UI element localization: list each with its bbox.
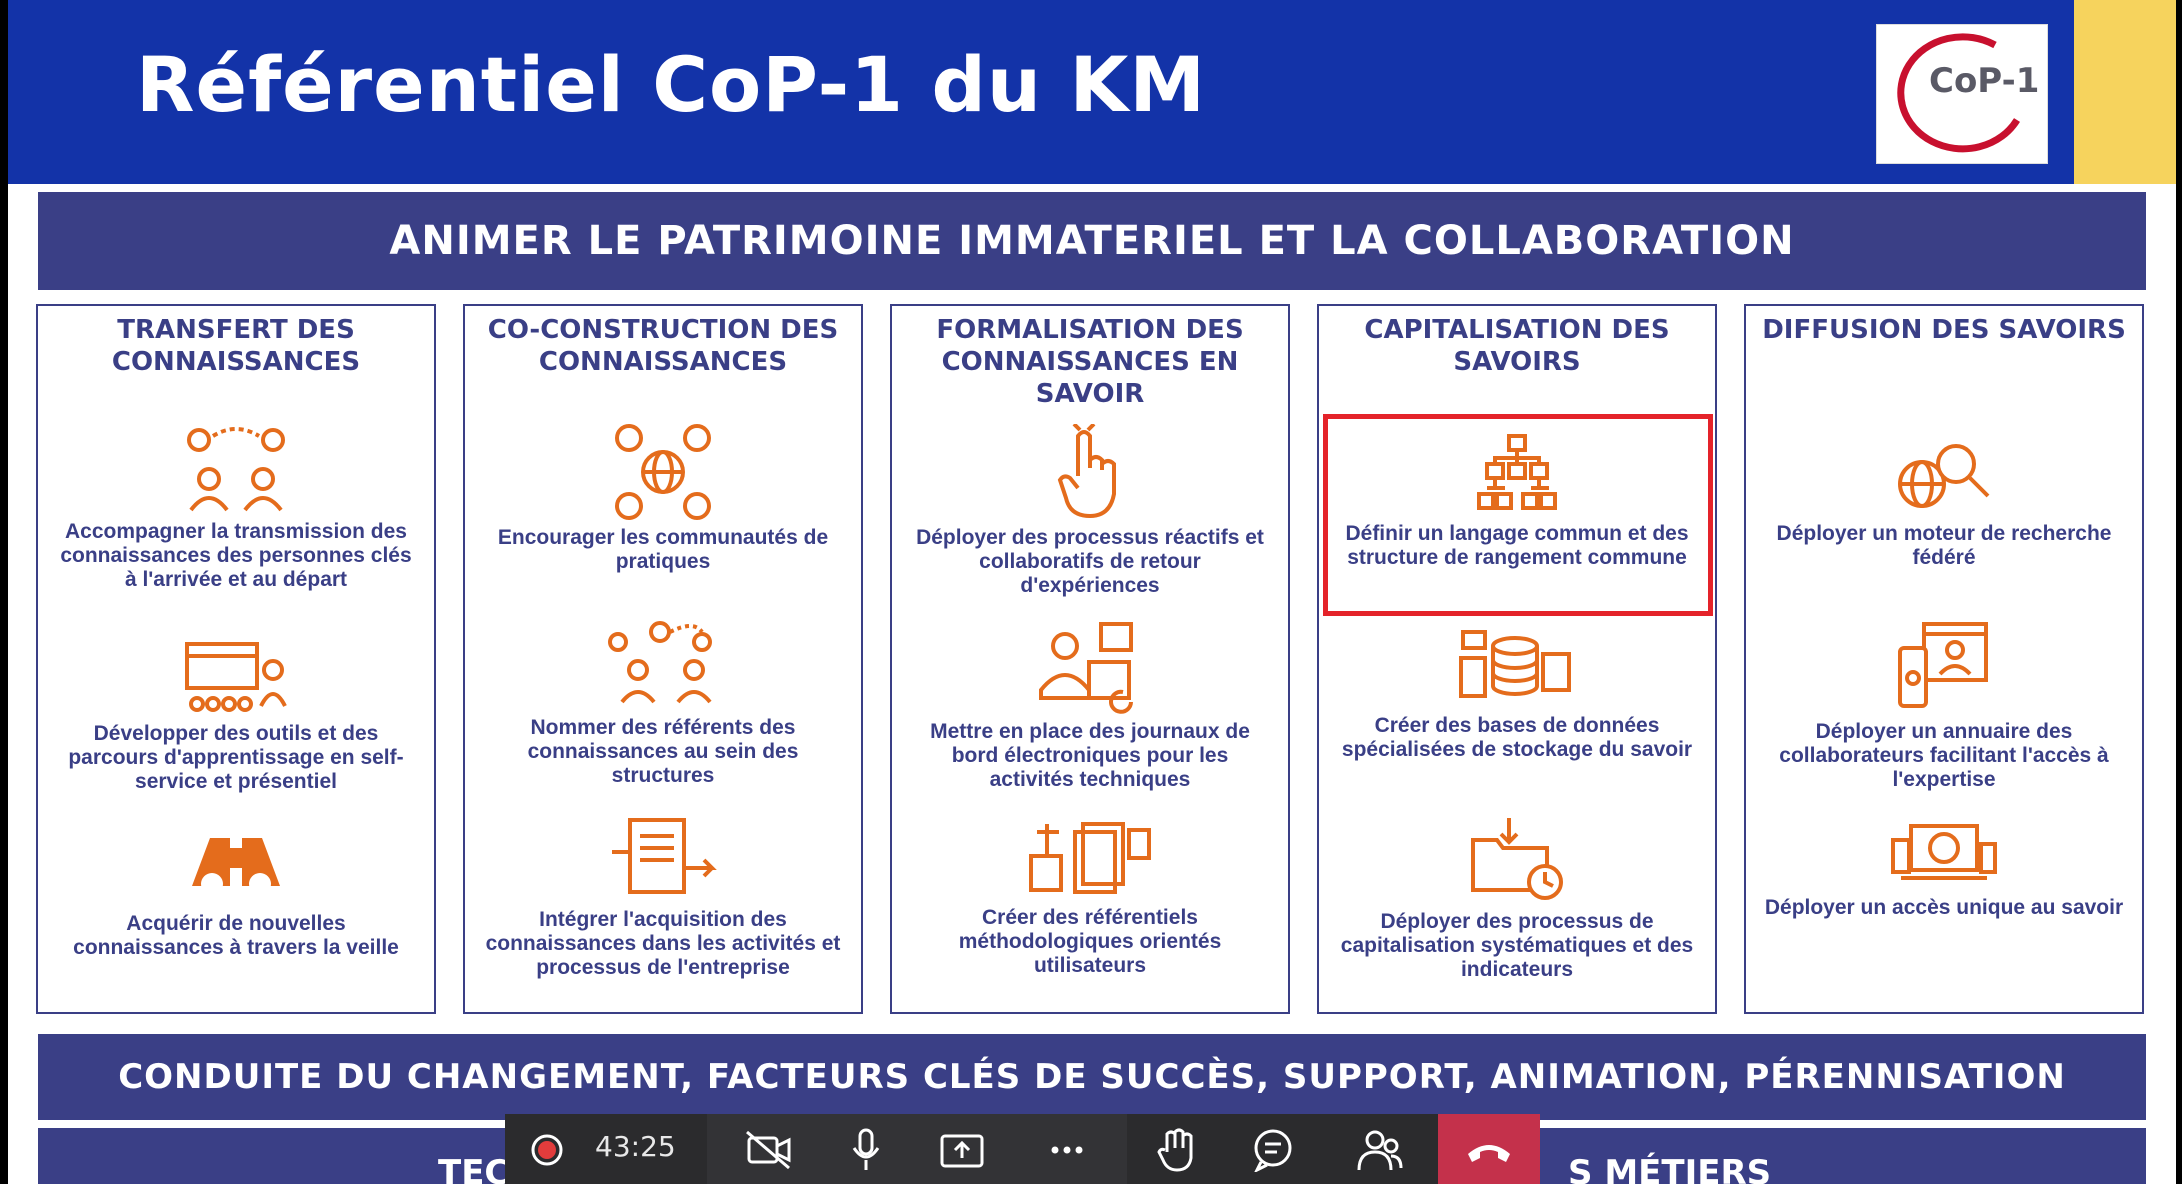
- column-item: Encourager les communautés de pratiques: [465, 424, 861, 574]
- item-text: Déployer des processus réactifs et colla…: [916, 526, 1264, 597]
- column-item: Intégrer l'acquisition des connaissances…: [465, 812, 861, 980]
- meeting-timer: 43:25: [595, 1130, 676, 1163]
- column-capitalisation: CAPITALISATION DES SAVOIRS Définir un la…: [1317, 304, 1717, 1014]
- more-icon[interactable]: [1047, 1130, 1087, 1170]
- top-banner: ANIMER LE PATRIMOINE IMMATERIEL ET LA CO…: [38, 192, 2146, 290]
- reference-documents-icon: [1029, 822, 1151, 894]
- item-text: Créer des référentiels méthodologiques o…: [958, 906, 1222, 977]
- column-transfert: TRANSFERT DES CONNAISSANCES Accompagner …: [36, 304, 436, 1014]
- hang-up-button[interactable]: [1438, 1114, 1540, 1184]
- column-title: FORMALISATION DES CONNAISSANCES EN SAVOI…: [936, 315, 1244, 409]
- item-text: Déployer un annuaire des collaborateurs …: [1779, 720, 2109, 791]
- title-bar: Référentiel CoP-1 du KM CoP-1: [8, 0, 2074, 184]
- training-presentation-icon: [185, 642, 287, 712]
- item-text: Acquérir de nouvelles connaissances à tr…: [73, 912, 399, 959]
- record-icon[interactable]: [527, 1130, 567, 1170]
- logbook-icon: [1039, 622, 1133, 714]
- recording-segment: 43:25: [505, 1114, 705, 1184]
- column-formalisation: FORMALISATION DES CONNAISSANCES EN SAVOI…: [890, 304, 1290, 1014]
- cop1-logo: CoP-1: [1876, 24, 2048, 164]
- hierarchy-structure-icon: [1477, 434, 1557, 510]
- column-title: CO-CONSTRUCTION DES CONNAISSANCES: [487, 315, 839, 377]
- presentation-slide: Référentiel CoP-1 du KM CoP-1 ANIMER LE …: [8, 0, 2176, 1184]
- logo-swoosh-icon: [1897, 33, 2020, 153]
- item-text: Accompagner la transmission des connaiss…: [60, 520, 412, 591]
- share-screen-icon[interactable]: [939, 1130, 985, 1170]
- microphone-icon[interactable]: [851, 1128, 881, 1172]
- yellow-accent-strip: [2074, 0, 2176, 184]
- item-text: Développer des outils et des parcours d'…: [68, 722, 404, 793]
- item-text: Encourager les communautés de pratiques: [497, 526, 829, 573]
- database-icon: [1459, 630, 1571, 698]
- participants-icon[interactable]: [1357, 1128, 1403, 1172]
- column-item: Déployer un annuaire des collaborateurs …: [1746, 618, 2142, 792]
- column-item: Acquérir de nouvelles connaissances à tr…: [38, 826, 434, 960]
- item-text: Créer des bases de données spécialisées …: [1341, 714, 1693, 761]
- meeting-toolbar: 43:25: [505, 1114, 1540, 1184]
- directory-profile-icon: [1898, 622, 1988, 708]
- logo-text: CoP-1: [1929, 61, 2040, 101]
- column-item: Développer des outils et des parcours d'…: [38, 636, 434, 794]
- folder-clock-icon: [1471, 818, 1563, 900]
- document-integration-icon: [612, 818, 717, 894]
- hang-up-icon: [1468, 1145, 1510, 1162]
- column-item: Créer des bases de données spécialisées …: [1319, 628, 1715, 762]
- slide-title: Référentiel CoP-1 du KM: [136, 40, 1206, 129]
- raise-hand-icon[interactable]: [1157, 1126, 1197, 1172]
- column-item: Définir un langage commun et des structu…: [1319, 432, 1715, 570]
- column-title: DIFFUSION DES SAVOIRS: [1762, 315, 2126, 345]
- column-item: Déployer des processus réactifs et colla…: [892, 424, 1288, 598]
- item-text: Mettre en place des journaux de bord éle…: [930, 720, 1250, 791]
- column-diffusion: DIFFUSION DES SAVOIRS Déployer un moteur…: [1744, 304, 2144, 1014]
- column-item: Déployer un moteur de recherche fédéré: [1746, 436, 2142, 570]
- column-title: TRANSFERT DES CONNAISSANCES: [111, 315, 361, 377]
- column-item: Déployer des processus de capitalisation…: [1319, 814, 1715, 982]
- hand-reminder-icon: [1057, 424, 1116, 519]
- column-item: Déployer un accès unique au savoir: [1746, 820, 2142, 920]
- global-community-icon: [615, 424, 711, 520]
- item-text: Nommer des référents des connaissances a…: [527, 716, 799, 787]
- column-co-construction: CO-CONSTRUCTION DES CONNAISSANCES Encour…: [463, 304, 863, 1014]
- highlight-box: [1323, 414, 1713, 616]
- column-item: Mettre en place des journaux de bord éle…: [892, 618, 1288, 792]
- item-text: Définir un langage commun et des structu…: [1345, 522, 1689, 569]
- chat-icon[interactable]: [1251, 1128, 1295, 1172]
- column-item: Nommer des référents des connaissances a…: [465, 618, 861, 788]
- bottom-banner: CONDUITE DU CHANGEMENT, FACTEURS CLÉS DE…: [38, 1034, 2146, 1120]
- column-item: Accompagner la transmission des connaiss…: [38, 424, 434, 592]
- media-controls: [707, 1114, 1127, 1184]
- knowledge-transfer-people-icon: [187, 427, 285, 512]
- tech-banner-right-text: S MÉTIERS: [1568, 1153, 1772, 1184]
- tech-banner-left-text: TEC: [438, 1153, 510, 1184]
- item-text: Déployer un moteur de recherche fédéré: [1776, 522, 2112, 569]
- column-item: Créer des référentiels méthodologiques o…: [892, 816, 1288, 978]
- camera-off-icon[interactable]: [745, 1130, 793, 1170]
- item-text: Déployer des processus de capitalisation…: [1340, 910, 1694, 981]
- devices-access-icon: [1891, 824, 1997, 880]
- globe-search-icon: [1898, 444, 1990, 508]
- binoculars-icon: [192, 838, 280, 895]
- column-title: CAPITALISATION DES SAVOIRS: [1364, 315, 1670, 377]
- interaction-controls: [1129, 1114, 1435, 1184]
- referents-network-icon: [608, 621, 712, 704]
- item-text: Intégrer l'acquisition des connaissances…: [485, 908, 841, 979]
- item-text: Déployer un accès unique au savoir: [1764, 896, 2124, 919]
